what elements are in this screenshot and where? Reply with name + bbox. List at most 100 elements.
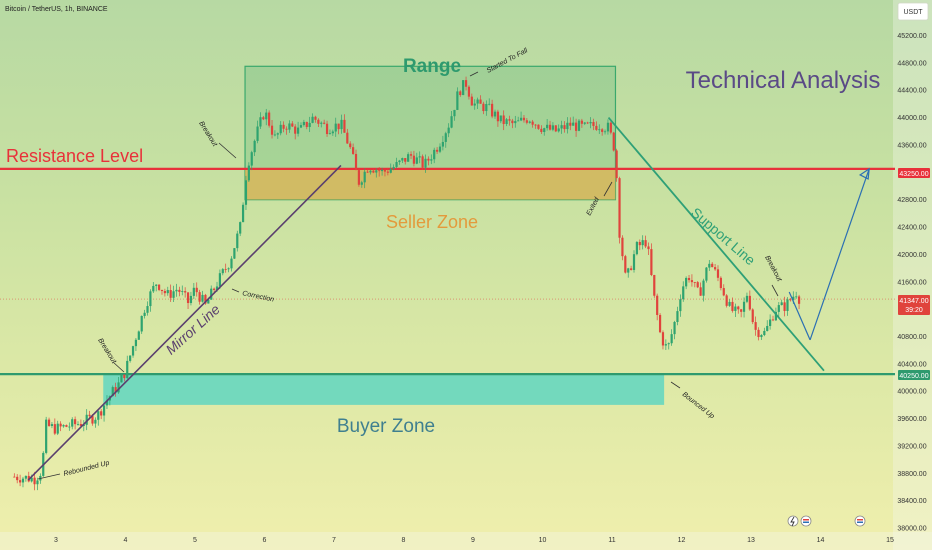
lightning-glyph-icon <box>790 516 795 527</box>
candle-body <box>673 321 676 335</box>
candle-body <box>21 478 25 483</box>
candle-body <box>392 166 395 169</box>
candle-body <box>305 121 308 128</box>
note-breakout-top: Breakout <box>197 120 218 148</box>
candle-body <box>760 335 763 338</box>
candle-body <box>661 332 665 346</box>
candle-body <box>679 299 682 312</box>
candle-body <box>16 476 19 481</box>
arrow-breakout-right <box>771 284 779 297</box>
candle-body <box>583 122 586 124</box>
time-tick-label: 8 <box>402 537 406 544</box>
candle-body <box>473 103 476 106</box>
candle-body <box>560 125 563 129</box>
candle-body <box>705 267 708 281</box>
candle-body <box>630 268 633 270</box>
candle-body <box>236 233 239 249</box>
candle-body <box>178 289 181 292</box>
candle-body <box>102 405 106 416</box>
support-trendline[interactable] <box>607 117 825 372</box>
note-arrows <box>37 71 779 480</box>
candle-body <box>380 169 384 172</box>
resistance-price-tag: 43250.00 <box>898 168 930 178</box>
candle-body <box>404 158 407 162</box>
projection-arrow-leg[interactable] <box>788 291 811 341</box>
time-tick-label: 15 <box>886 537 894 544</box>
candle-body <box>383 169 387 172</box>
candle-body <box>166 290 169 294</box>
candle-body <box>786 299 789 311</box>
candle-body <box>537 124 540 129</box>
price-axis[interactable]: 45200.00 44800.00 44400.00 44000.00 43600.00… <box>897 33 926 532</box>
candle-body <box>687 277 691 281</box>
candle-body <box>59 423 62 427</box>
candle-body <box>36 480 39 485</box>
candle-body <box>201 294 204 302</box>
candle-body <box>769 319 772 326</box>
time-tick-label: 13 <box>747 537 755 544</box>
candle-body <box>334 123 337 132</box>
candle-body <box>207 299 210 304</box>
price-tick-label: 42400.00 <box>897 225 926 232</box>
candle-body <box>418 156 421 158</box>
candle-body <box>580 120 583 124</box>
candle-body <box>641 240 644 246</box>
candle-body <box>204 294 207 304</box>
candle-body <box>421 156 424 168</box>
candles-group <box>13 76 801 491</box>
candle-body <box>152 285 155 292</box>
candle-body <box>120 374 123 383</box>
flag-event-icon[interactable] <box>800 515 812 527</box>
candle-body <box>279 124 282 134</box>
flag-event-icon-2[interactable] <box>854 515 866 527</box>
candle-body <box>685 277 688 287</box>
candle-body <box>517 120 520 122</box>
candle-body <box>47 419 51 426</box>
projection-arrow-line[interactable] <box>809 168 870 341</box>
event-icons[interactable] <box>787 515 866 527</box>
candle-body <box>302 121 305 126</box>
candle-body <box>412 155 416 164</box>
currency-button-bg[interactable] <box>897 2 929 21</box>
candle-body <box>667 343 670 345</box>
candle-body <box>299 125 303 128</box>
candle-body <box>134 339 138 347</box>
candle-body <box>424 158 427 168</box>
candle-body <box>262 117 265 120</box>
candle-body <box>294 126 297 134</box>
lightning-event-icon[interactable] <box>787 515 799 527</box>
candle-body <box>401 158 404 161</box>
candle-body <box>635 242 639 255</box>
resistance-tag-bg <box>898 168 930 178</box>
time-tick-label: 7 <box>332 537 336 544</box>
candle-body <box>357 170 361 185</box>
time-tick-label: 10 <box>539 537 547 544</box>
candle-body <box>56 423 59 434</box>
flag2-blue-stripe-icon <box>857 521 863 523</box>
candle-body <box>218 273 222 287</box>
price-tick-label: 43600.00 <box>897 142 926 149</box>
candle-body <box>609 122 612 133</box>
candle-body <box>363 171 366 183</box>
candle-body <box>325 123 329 135</box>
time-tick-label: 11 <box>608 537 615 544</box>
price-tick-label: 40400.00 <box>897 361 926 368</box>
candle-body <box>239 222 242 234</box>
candle-body <box>728 301 731 306</box>
candle-body <box>606 122 610 132</box>
candle-body <box>543 128 546 132</box>
candle-body <box>172 291 175 298</box>
candle-body <box>505 119 508 125</box>
candle-body <box>378 170 381 172</box>
candle-body <box>546 124 549 129</box>
candle-body <box>409 154 413 156</box>
candle-body <box>453 109 456 117</box>
note-breakout-left: Breakout <box>96 337 117 365</box>
candle-body <box>644 240 647 247</box>
time-axis[interactable]: 3 4 5 6 7 8 9 10 11 12 13 14 15 <box>54 537 894 544</box>
candle-body <box>592 122 595 126</box>
candle-body <box>435 149 439 152</box>
mirror-trendline[interactable] <box>27 164 342 481</box>
candle-body <box>514 121 517 124</box>
currency-button[interactable]: USDT <box>897 2 929 21</box>
